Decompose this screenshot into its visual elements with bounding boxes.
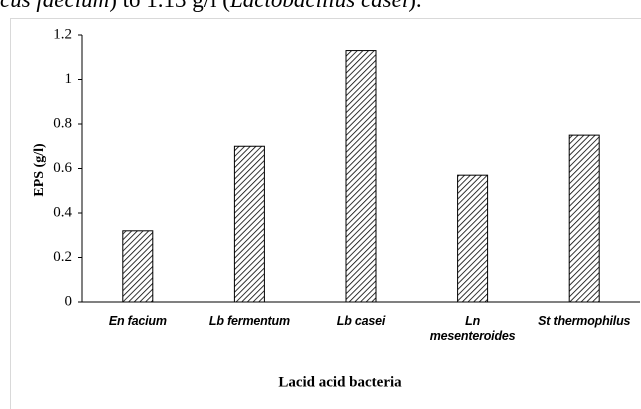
y-tick-label: 1.2 (53, 26, 72, 42)
caption-text: ). (408, 0, 421, 12)
bar (122, 230, 154, 303)
x-tick-label: Lb casei (336, 314, 386, 328)
y-tick-label: 1 (65, 71, 73, 87)
caption-text: Lactobacillus casei (230, 0, 408, 12)
x-tick-label: Lb fermentum (208, 314, 290, 328)
bar (568, 134, 600, 303)
x-tick-label: Ln mesenteroides (429, 314, 516, 343)
x-tick-label: St thermophilus (538, 314, 631, 328)
caption-text: ) to 1.13 g/l ( (109, 0, 230, 12)
y-tick-label: 0 (65, 293, 73, 309)
y-axis-label: EPS (g/l) (32, 143, 47, 197)
bar (457, 174, 489, 303)
bar (345, 50, 377, 303)
x-tick-label: En facium (108, 314, 167, 328)
caption-fragment: cus faecium) to 1.13 g/l (Lactobacillus … (0, 0, 422, 13)
chart-frame (10, 18, 641, 409)
x-axis-label: Lacid acid bacteria (278, 374, 402, 390)
bar (233, 145, 265, 303)
caption-text: cus faecium (0, 0, 109, 12)
y-tick-label: 0.2 (53, 249, 72, 265)
y-tick-label: 0.8 (53, 115, 72, 131)
y-tick-label: 0.6 (53, 160, 72, 176)
y-tick-label: 0.4 (53, 204, 72, 220)
